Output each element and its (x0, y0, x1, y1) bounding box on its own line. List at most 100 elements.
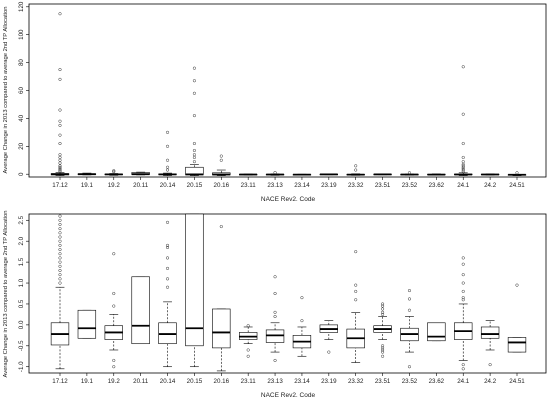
outlier-point (488, 363, 492, 367)
outlier-point (381, 310, 385, 314)
outlier-point (381, 348, 385, 352)
box-iqr (480, 326, 500, 339)
box-20.14 (158, 130, 177, 176)
outlier-point (58, 158, 62, 162)
outlier-point (381, 307, 385, 311)
x-tick-label: 23.51 (375, 378, 391, 385)
box-23.52 (400, 289, 419, 369)
outlier-point (165, 266, 170, 270)
box-20.16 (212, 154, 231, 176)
box-20.15 (185, 66, 204, 176)
x-tick-label: 17.12 (52, 378, 68, 385)
outlier-point (381, 346, 385, 350)
x-tick-label: 19.2 (108, 378, 121, 385)
box-iqr (131, 276, 150, 345)
x-tick-label: 23.19 (321, 182, 337, 189)
box-24.51 (507, 283, 527, 353)
outlier-point (354, 298, 358, 302)
box-iqr (185, 213, 204, 347)
outlier-point (381, 344, 385, 348)
y-tick-label: 100 (18, 29, 25, 40)
outlier-point (165, 144, 170, 148)
outlier-point (246, 354, 250, 358)
outlier-point (58, 231, 62, 235)
outlier-point (58, 268, 62, 273)
outlier-point (58, 12, 62, 16)
outlier-point (58, 256, 62, 260)
outlier-point (461, 367, 465, 371)
outlier-point (192, 114, 196, 118)
x-tick-label: 23.52 (402, 378, 418, 385)
box-23.11 (239, 173, 258, 176)
box-20.11 (131, 171, 150, 176)
plot-frame-bottom (28, 213, 547, 374)
outlier-point (407, 308, 412, 312)
outlier-point (515, 171, 519, 175)
outlier-point (165, 243, 170, 247)
box-19.1 (77, 309, 97, 339)
boxes-bottom (50, 213, 527, 372)
box-20.15 (185, 213, 204, 368)
box-23.13 (265, 275, 285, 362)
box-23.32 (346, 250, 365, 363)
box-19.1 (77, 172, 97, 176)
outlier-point (165, 220, 170, 224)
outlier-point (58, 260, 62, 264)
outlier-point (192, 141, 196, 146)
x-tick-label: 23.32 (348, 182, 364, 189)
x-tick-label: 23.14 (294, 182, 310, 189)
outlier-point (192, 153, 196, 157)
outlier-point (112, 169, 116, 173)
y-tick-label: -1.0 (18, 361, 25, 372)
outlier-point (58, 123, 62, 127)
y-tick-label: 0 (18, 172, 25, 176)
outlier-point (461, 256, 465, 260)
outlier-point (407, 297, 412, 301)
outlier-point (165, 285, 170, 289)
box-20.16 (212, 225, 231, 372)
box-17.12 (50, 214, 70, 370)
outlier-point (112, 252, 116, 256)
x-tick-label: 23.62 (429, 182, 445, 189)
outlier-point (461, 160, 465, 164)
x-tick-label: 20.15 (187, 182, 203, 189)
x-axis-top: 17.12 19.1 19.2 20.11 20.14 20.15 20.16 23.11 23… (52, 177, 525, 189)
outlier-point (192, 91, 196, 95)
outlier-point (192, 79, 196, 83)
y-tick-label: 120 (18, 1, 25, 12)
x-tick-label: 23.13 (267, 378, 283, 385)
outlier-point (407, 289, 412, 293)
outlier-point (515, 283, 519, 287)
box-23.32 (346, 164, 365, 176)
x-tick-label: 23.13 (267, 182, 283, 189)
x-tick-label: 17.12 (52, 182, 68, 189)
box-19.2 (104, 252, 123, 369)
box-24.51 (507, 171, 527, 176)
x-tick-label: 23.52 (402, 182, 418, 189)
outlier-point (58, 235, 62, 239)
outlier-point (58, 227, 62, 231)
outlier-point (219, 154, 223, 158)
x-tick-label: 19.1 (81, 378, 94, 385)
outlier-point (300, 319, 304, 323)
outlier-point (165, 165, 170, 169)
outlier-point (461, 298, 465, 302)
box-23.51 (373, 302, 392, 358)
outlier-point (58, 168, 62, 172)
x-tick-label: 23.51 (375, 182, 391, 189)
outlier-point (192, 160, 196, 164)
outlier-point (58, 222, 62, 227)
box-24.2 (480, 173, 500, 176)
outlier-point (58, 252, 62, 256)
outlier-point (192, 66, 196, 70)
outlier-point (58, 108, 62, 112)
box-iqr (212, 308, 231, 349)
box-23.13 (265, 170, 285, 176)
panel-bottom: -1.0 -0.5 0.0 0.5 1.0 1.5 2.0 2.5 17.12 19.1 19.2… (3, 211, 547, 399)
box-23.51 (373, 173, 392, 176)
outlier-point (381, 350, 385, 354)
outlier-point (58, 218, 62, 222)
x-tick-label: 24.1 (457, 378, 470, 385)
outlier-point (165, 256, 170, 260)
box-20.14 (158, 220, 177, 368)
